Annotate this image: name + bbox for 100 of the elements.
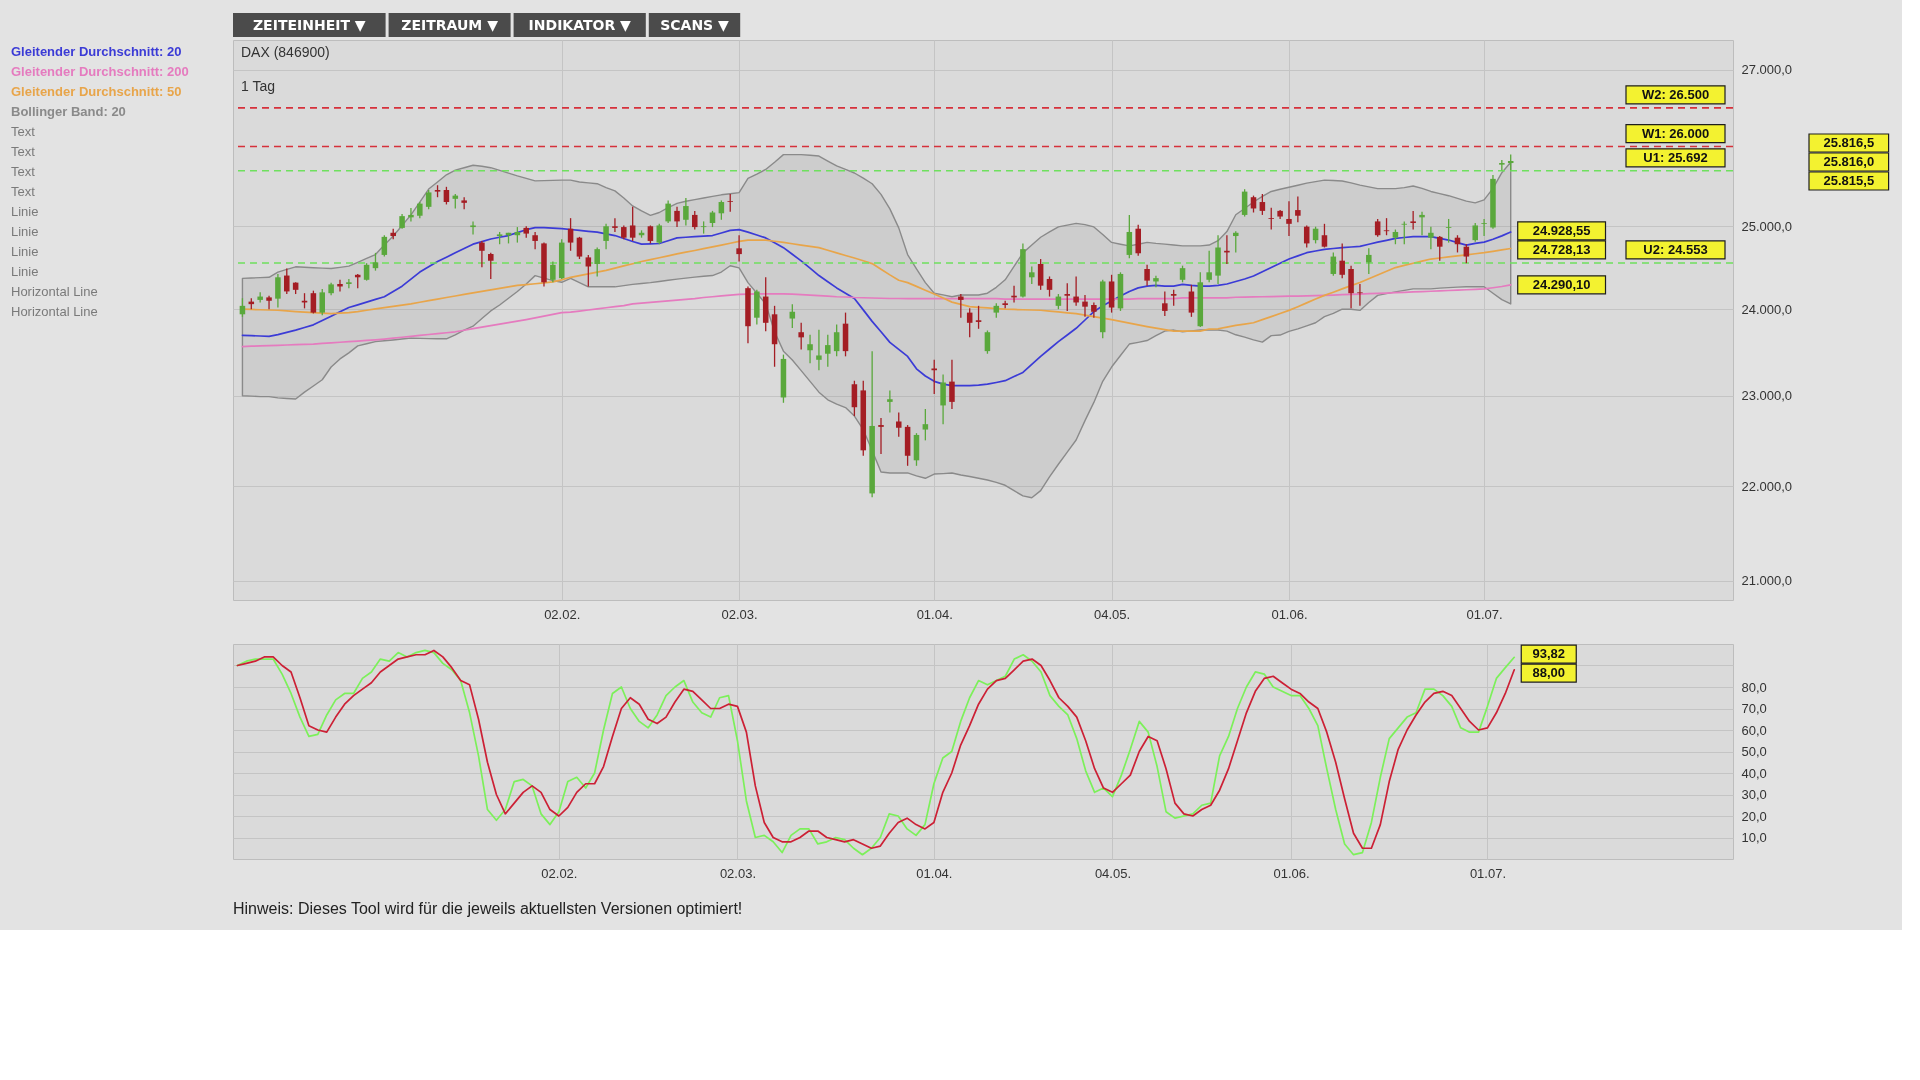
candlestick — [975, 305, 982, 330]
y-tick-label: 20,0 — [1741, 808, 1767, 824]
candlestick — [887, 389, 893, 414]
candlestick — [922, 408, 929, 442]
x-tick-label: 02.02. — [544, 606, 581, 622]
text: Hinweis: Dieses Tool wird für die jeweils aktuellsten Versionen optimiert! — [233, 900, 743, 917]
candlestick — [612, 217, 618, 233]
ref-line-label: W1: 26.000 — [1641, 125, 1710, 141]
candlestick — [656, 223, 663, 245]
ref-line-label: U1: 25.692 — [1643, 149, 1708, 165]
candlestick — [1410, 210, 1416, 231]
candlestick — [1037, 258, 1044, 291]
candlestick — [1286, 200, 1292, 237]
text: SCANS ▼ — [660, 17, 730, 33]
candlestick — [1188, 284, 1195, 318]
text: 25.816,5 — [1823, 135, 1875, 150]
candlestick — [674, 206, 680, 228]
x-tick-label: 02.03. — [721, 606, 758, 622]
candlestick — [585, 254, 592, 288]
chart-title: DAX (846900) — [241, 44, 330, 60]
candlestick — [488, 252, 494, 280]
candlestick — [1428, 226, 1434, 250]
candlestick — [603, 223, 609, 250]
candlestick — [1046, 275, 1053, 298]
text: 25.815,5 — [1823, 173, 1875, 188]
candlestick — [1436, 235, 1443, 262]
candlestick — [1472, 222, 1478, 243]
text: Gleitender Durchschnitt: 200 — [11, 64, 189, 79]
text: Text — [11, 144, 36, 159]
x-tick-label: 01.04. — [916, 606, 953, 622]
text: 25.816,0 — [1823, 154, 1875, 169]
text: Horizontal Line — [11, 284, 98, 299]
candlestick — [550, 260, 556, 283]
y-tick-label: 22.000,0 — [1741, 478, 1793, 494]
candlestick — [1419, 211, 1425, 236]
x-tick-label: 02.03. — [719, 865, 757, 881]
candlestick — [576, 236, 583, 260]
candlestick — [807, 334, 813, 364]
candlestick — [949, 359, 955, 410]
x-tick-label: 02.02. — [541, 865, 578, 881]
candlestick — [1401, 220, 1408, 245]
text: Text — [11, 164, 36, 179]
candlestick — [479, 240, 485, 268]
candlestick — [1064, 282, 1071, 312]
candlestick — [1233, 230, 1239, 254]
text: Text — [11, 184, 36, 199]
x-tick-label: 01.07. — [1466, 606, 1503, 622]
candlestick — [266, 295, 272, 310]
candlestick — [1162, 290, 1168, 317]
data-label: 93,82 — [1532, 646, 1566, 662]
candlestick — [1463, 243, 1470, 264]
candlestick — [789, 303, 796, 329]
candlestick — [532, 231, 538, 250]
candlestick — [275, 273, 281, 309]
candlestick — [833, 323, 840, 357]
candlestick — [1206, 250, 1212, 283]
text: Gleitender Durchschnitt: 20 — [11, 44, 182, 59]
candlestick — [895, 411, 902, 438]
candlestick — [1321, 223, 1328, 249]
y-tick-label: 27.000,0 — [1741, 62, 1793, 78]
candlestick — [736, 234, 742, 263]
candlestick — [1339, 242, 1345, 279]
y-tick-label: 21.000,0 — [1741, 573, 1793, 589]
text: ZEITRAUM ▼ — [401, 17, 499, 33]
y-tick-label: 10,0 — [1741, 830, 1767, 845]
candlestick — [1091, 301, 1097, 319]
candlestick — [594, 246, 600, 278]
text: INDIKATOR ▼ — [528, 17, 632, 33]
y-tick-label: 60,0 — [1741, 722, 1767, 738]
candlestick — [825, 334, 831, 368]
candlestick — [1144, 264, 1150, 287]
candlestick — [1073, 275, 1079, 307]
y-tick-label: 40,0 — [1741, 765, 1767, 781]
text: ZEITEINHEIT ▼ — [252, 17, 366, 33]
y-tick-label: 50,0 — [1741, 744, 1767, 759]
data-label: 24.728,13 — [1532, 241, 1591, 257]
y-tick-label: 23.000,0 — [1741, 388, 1793, 404]
legend-label: Bollinger Band: 20 — [11, 104, 126, 119]
data-label: 24.928,55 — [1532, 222, 1591, 238]
x-tick-label: 01.04. — [916, 865, 953, 881]
data-label: 24.290,10 — [1532, 276, 1591, 292]
x-tick-label: 01.06. — [1273, 865, 1310, 881]
candlestick — [425, 189, 432, 210]
text: Text — [11, 124, 36, 139]
data-label: 88,00 — [1532, 665, 1566, 681]
line-series — [241, 283, 1512, 348]
candlestick — [1268, 207, 1275, 231]
y-tick-label: 30,0 — [1741, 787, 1767, 802]
x-tick-label: 01.06. — [1271, 606, 1308, 622]
candlestick — [1366, 247, 1372, 275]
text: Linie — [11, 244, 39, 259]
text: 1 Tag — [241, 78, 275, 94]
candlestick — [683, 197, 689, 227]
y-tick-label: 25.000,0 — [1741, 218, 1793, 234]
x-tick-label: 04.05. — [1094, 606, 1131, 622]
ref-line-label: W2: 26.500 — [1641, 86, 1710, 102]
x-tick-label: 04.05. — [1094, 865, 1132, 881]
candlestick — [851, 380, 858, 417]
text: Linie — [11, 264, 39, 279]
candlestick — [1357, 283, 1363, 307]
